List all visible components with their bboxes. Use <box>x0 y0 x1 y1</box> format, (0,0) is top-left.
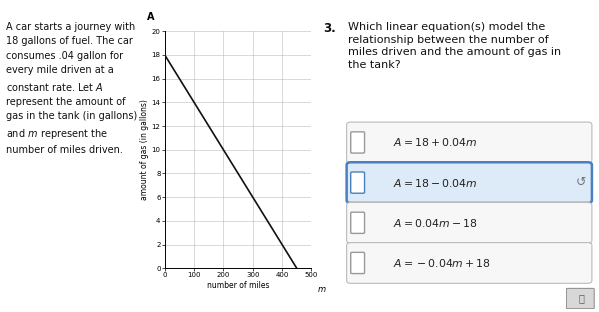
Y-axis label: amount of gas (in gallons): amount of gas (in gallons) <box>140 99 149 200</box>
X-axis label: number of miles: number of miles <box>207 281 270 290</box>
Text: A: A <box>147 12 155 22</box>
Text: $A = 18 + 0.04m$: $A = 18 + 0.04m$ <box>393 136 477 149</box>
FancyBboxPatch shape <box>347 162 592 203</box>
FancyBboxPatch shape <box>347 122 592 163</box>
Text: $A = 18 - 0.04m$: $A = 18 - 0.04m$ <box>393 177 477 189</box>
FancyBboxPatch shape <box>566 288 594 309</box>
Text: ⎕: ⎕ <box>578 293 584 303</box>
FancyBboxPatch shape <box>347 243 592 283</box>
FancyBboxPatch shape <box>351 172 365 193</box>
Text: 3.: 3. <box>323 22 336 35</box>
Text: A car starts a journey with
18 gallons of fuel. The car
consumes .04 gallon for
: A car starts a journey with 18 gallons o… <box>6 22 137 155</box>
FancyBboxPatch shape <box>347 202 592 243</box>
FancyBboxPatch shape <box>351 252 365 274</box>
Text: $A = -0.04m + 18$: $A = -0.04m + 18$ <box>393 257 491 269</box>
Text: m: m <box>317 285 325 294</box>
Text: Which linear equation(s) model the
relationship between the number of
miles driv: Which linear equation(s) model the relat… <box>348 22 561 70</box>
Text: $A = 0.04m - 18$: $A = 0.04m - 18$ <box>393 217 477 229</box>
FancyBboxPatch shape <box>351 212 365 233</box>
Text: ↺: ↺ <box>576 176 586 189</box>
FancyBboxPatch shape <box>351 132 365 153</box>
